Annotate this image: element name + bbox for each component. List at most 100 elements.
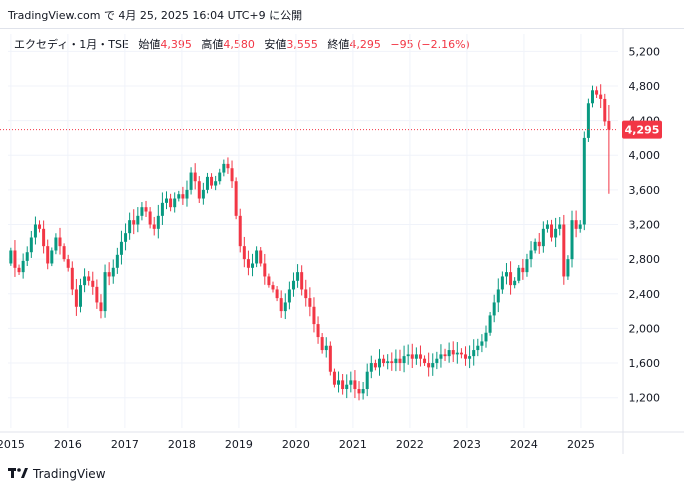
candle-body [595,90,599,95]
x-tick-label: 2018 [168,438,196,451]
candle-body [390,361,394,364]
candle-body [459,352,463,355]
candle-body [386,361,390,364]
candle-body [324,345,328,351]
candle-body [251,263,255,268]
legend-open-value: 4,395 [160,38,192,51]
candle-body [558,224,562,229]
candle-body [550,224,554,238]
candle-body [70,267,74,290]
candle-body [58,237,62,247]
candle-body [509,272,513,286]
candle-body [410,354,414,359]
y-tick-label: 2,800 [629,253,661,266]
candle-body [468,356,472,359]
candle-body [398,358,402,364]
candle-body [226,163,230,169]
candle-body [115,254,119,268]
candle-body [242,246,246,260]
x-tick-label: 2021 [339,438,367,451]
candle-body [91,280,95,287]
legend-close-value: 4,295 [349,38,381,51]
candle-body [296,272,300,281]
candle-body [83,276,87,286]
last-price-tag [622,120,662,139]
publish-header: TradingView.com で 4月 25, 2025 16:04 UTC+… [0,0,684,29]
candle-body [271,285,275,290]
candle-body [603,98,607,122]
candle-body [541,228,545,247]
candle-body [259,250,263,264]
candle-body [132,220,136,225]
candle-body [38,224,42,229]
legend-close-label: 終値 [327,38,350,51]
candle-body [447,350,451,357]
candle-body [476,345,480,351]
candle-body [566,259,570,277]
candle-body [95,286,99,303]
candle-body [570,220,574,260]
candle-body [33,224,37,238]
candle-body [382,358,386,364]
y-tick-label: 3,600 [629,184,661,197]
candle-body [119,241,123,255]
legend-low-label: 安値 [264,38,287,51]
candle-body [246,259,250,268]
candle-body [480,341,484,346]
candle-body [263,263,267,277]
x-tick-label: 2024 [510,438,538,451]
y-tick-label: 4,800 [629,80,661,93]
candle-body [128,220,132,234]
y-tick-label: 2,000 [629,322,661,335]
candle-body [451,350,455,355]
x-tick-label: 2020 [282,438,310,451]
candle-body [332,371,336,385]
y-tick-label: 5,200 [629,45,661,58]
candle-body [193,172,197,182]
x-tick-label: 2017 [111,438,139,451]
candle-body [42,228,46,247]
candle-body [513,280,517,286]
price-chart[interactable]: 1,200 1,600 2,000 2,400 2,800 3,200 3,600 4,000… [0,28,684,466]
candle-body [406,354,410,357]
candle-body [488,315,492,333]
candle-body [185,189,189,199]
candle-body [529,250,533,260]
candle-body [369,363,373,372]
candle-body [205,176,209,190]
candle-body [291,280,295,290]
candle-body [439,354,443,359]
candle-body [423,358,427,364]
y-tick-label: 1,600 [629,357,661,370]
candle-body [554,228,558,238]
candle-body [144,207,148,212]
candle-body [435,358,439,364]
x-tick-label: 2019 [225,438,253,451]
candle-body [136,215,140,225]
candle-body [349,380,353,385]
candle-body [9,250,13,264]
candle-body [377,358,381,368]
candle-body [197,181,201,199]
candle-body [521,267,525,273]
x-tick-label: 2025 [567,438,595,451]
candle-body [87,276,91,281]
candle-body [148,211,152,225]
brand-name: TradingView [33,467,106,481]
candle-body [341,380,345,390]
legend-symbol: エクセディ・1月・TSE [14,38,129,51]
candle-body [394,358,398,364]
candle-body [177,194,181,199]
candle-body [316,324,320,338]
candle-body [160,202,164,216]
candle-body [152,224,156,229]
candle-body [308,298,312,307]
candle-body [169,198,173,208]
candle-body [275,289,279,299]
candle-body [312,306,316,325]
candle-body [17,267,21,273]
candle-body [287,289,291,303]
candle-body [238,215,242,247]
candle-body [181,194,185,199]
candle-body [373,363,377,368]
